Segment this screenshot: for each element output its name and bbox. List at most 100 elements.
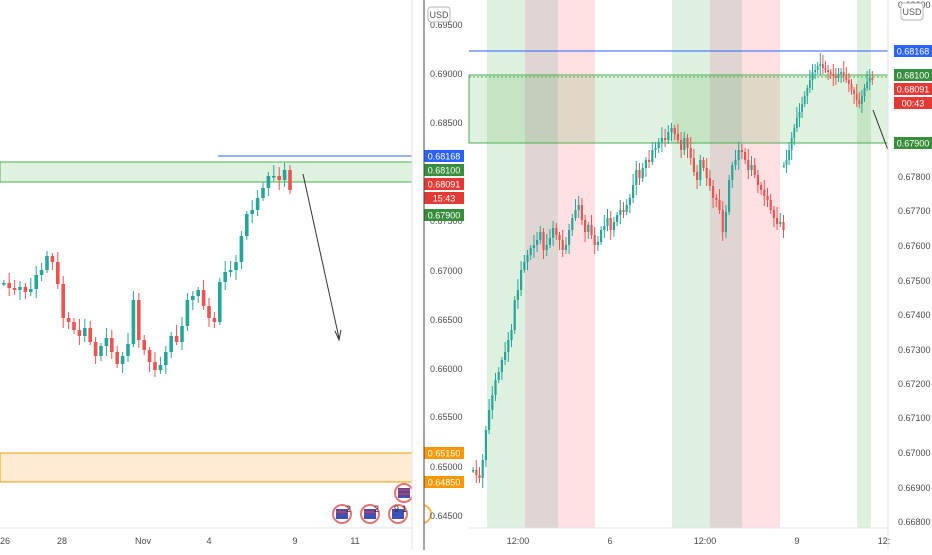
right-candle-body — [803, 96, 806, 104]
right-price-badge — [894, 97, 932, 109]
left-currency-box[interactable] — [427, 6, 451, 23]
left-candle-body — [61, 284, 65, 318]
right-price-badge-label: 0.68168 — [897, 47, 930, 57]
right-candle-body — [664, 138, 667, 140]
right-candle-body — [819, 64, 822, 66]
right-currency-label: USD — [902, 7, 922, 17]
right-price-badge-label: 0.67900 — [897, 139, 930, 149]
right-price-tick-label: 0.67500 — [898, 276, 931, 286]
event-badge-1[interactable]: 2 — [332, 504, 352, 524]
right-candle-body — [689, 148, 692, 158]
right-time-tick-label: 12:00 — [507, 536, 530, 546]
right-candle-body — [760, 185, 763, 190]
right-candle-body — [863, 88, 866, 96]
right-candle-body — [816, 66, 819, 70]
right-candle-body — [766, 196, 769, 200]
right-candle-body — [850, 84, 853, 90]
left-green-zone — [0, 161, 413, 183]
event-badge-3[interactable]: 9 1 — [388, 504, 408, 524]
right-candle-body — [840, 72, 842, 74]
left-candle-body — [158, 365, 163, 370]
left-currency-label: USD — [429, 10, 449, 20]
left-price-axis[interactable]: 0.695000.690000.685000.680000.675000.670… — [411, 0, 463, 550]
right-candle-body — [835, 76, 837, 78]
right-candle-body — [622, 210, 625, 212]
right-candle-body — [788, 150, 790, 160]
right-candle-body — [568, 230, 571, 245]
right-candle-body — [526, 255, 529, 262]
right-candle-body — [475, 470, 478, 475]
right-candle-body — [574, 210, 577, 218]
left-price-tick-label: 0.67000 — [430, 266, 463, 276]
right-candle-body — [686, 138, 689, 148]
left-candle-body — [185, 300, 190, 326]
left-candle-body — [12, 288, 17, 290]
right-candle-body — [488, 410, 491, 430]
left-candle-body — [83, 328, 87, 336]
left-price-badge-label: 15:43 — [433, 194, 456, 204]
left-time-tick-label: 9 — [292, 536, 297, 546]
right-candle-body — [796, 118, 798, 128]
right-candle-body — [654, 148, 657, 150]
right-price-tick-label: 0.67700 — [898, 206, 931, 216]
right-candle-body — [651, 150, 654, 162]
left-candle-body — [7, 283, 11, 288]
right-candle-body — [782, 222, 785, 230]
right-candle-body — [657, 142, 660, 148]
left-candle-body — [228, 270, 233, 272]
right-projection-arrow — [872, 109, 889, 151]
right-price-axis[interactable]: 0.682000.680000.678000.677000.676000.675… — [887, 0, 932, 550]
right-chart[interactable]: 0.682000.680000.678000.677000.676000.675… — [468, 0, 932, 550]
left-candle-body — [212, 318, 217, 322]
right-candle-body — [712, 186, 715, 198]
left-orange-zone — [0, 452, 413, 483]
right-candle-body — [798, 112, 801, 118]
right-candle-body — [676, 134, 679, 140]
right-candle-body — [783, 165, 785, 167]
right-time-tick-label: 12: — [878, 536, 891, 546]
right-time-axis[interactable]: 12:00 6 12:00 9 12: — [469, 527, 891, 546]
us-flag-icon[interactable] — [394, 483, 414, 503]
right-candle-body — [648, 160, 651, 162]
right-candle-body — [520, 270, 523, 290]
left-candles — [2, 163, 292, 377]
right-candle-body — [718, 200, 721, 210]
right-candle-body — [625, 205, 628, 212]
right-candle-body — [670, 128, 673, 132]
left-time-axis[interactable]: 26 28 Nov 4 9 11 — [0, 527, 412, 546]
right-candle-body — [842, 72, 845, 76]
left-candle-body — [147, 350, 152, 362]
event-badge-2[interactable]: 2 — [360, 504, 380, 524]
left-price-tick-label: 0.65500 — [430, 412, 463, 422]
right-candle-body — [829, 72, 832, 74]
right-candle-body — [740, 150, 743, 152]
right-price-badge-label: 0.68100 — [897, 71, 930, 81]
right-candle-body — [756, 175, 759, 185]
right-candle-body — [628, 198, 631, 205]
right-currency-box[interactable] — [900, 2, 924, 21]
left-candle-body — [66, 318, 71, 322]
left-candle-body — [29, 289, 33, 292]
right-candle-body — [552, 228, 555, 238]
left-candle-body — [245, 214, 249, 236]
right-candle-body — [871, 78, 874, 80]
left-price-tick-label: 0.66000 — [430, 364, 463, 374]
left-candle-body — [93, 342, 98, 356]
left-candle-body — [201, 290, 206, 306]
right-candle-body — [590, 225, 593, 235]
right-candle-body — [619, 210, 622, 215]
right-candle-body — [564, 245, 567, 250]
left-candle-body — [142, 340, 146, 350]
right-candle-body — [832, 74, 835, 76]
left-candle-body — [218, 282, 222, 322]
right-time-tick-label: 9 — [794, 536, 799, 546]
right-candle-body — [731, 165, 734, 180]
right-candle-body — [555, 228, 558, 235]
right-candle-body — [692, 158, 695, 172]
right-price-badge — [894, 45, 932, 57]
right-candle-body — [612, 222, 615, 230]
right-candle-body — [673, 128, 676, 134]
